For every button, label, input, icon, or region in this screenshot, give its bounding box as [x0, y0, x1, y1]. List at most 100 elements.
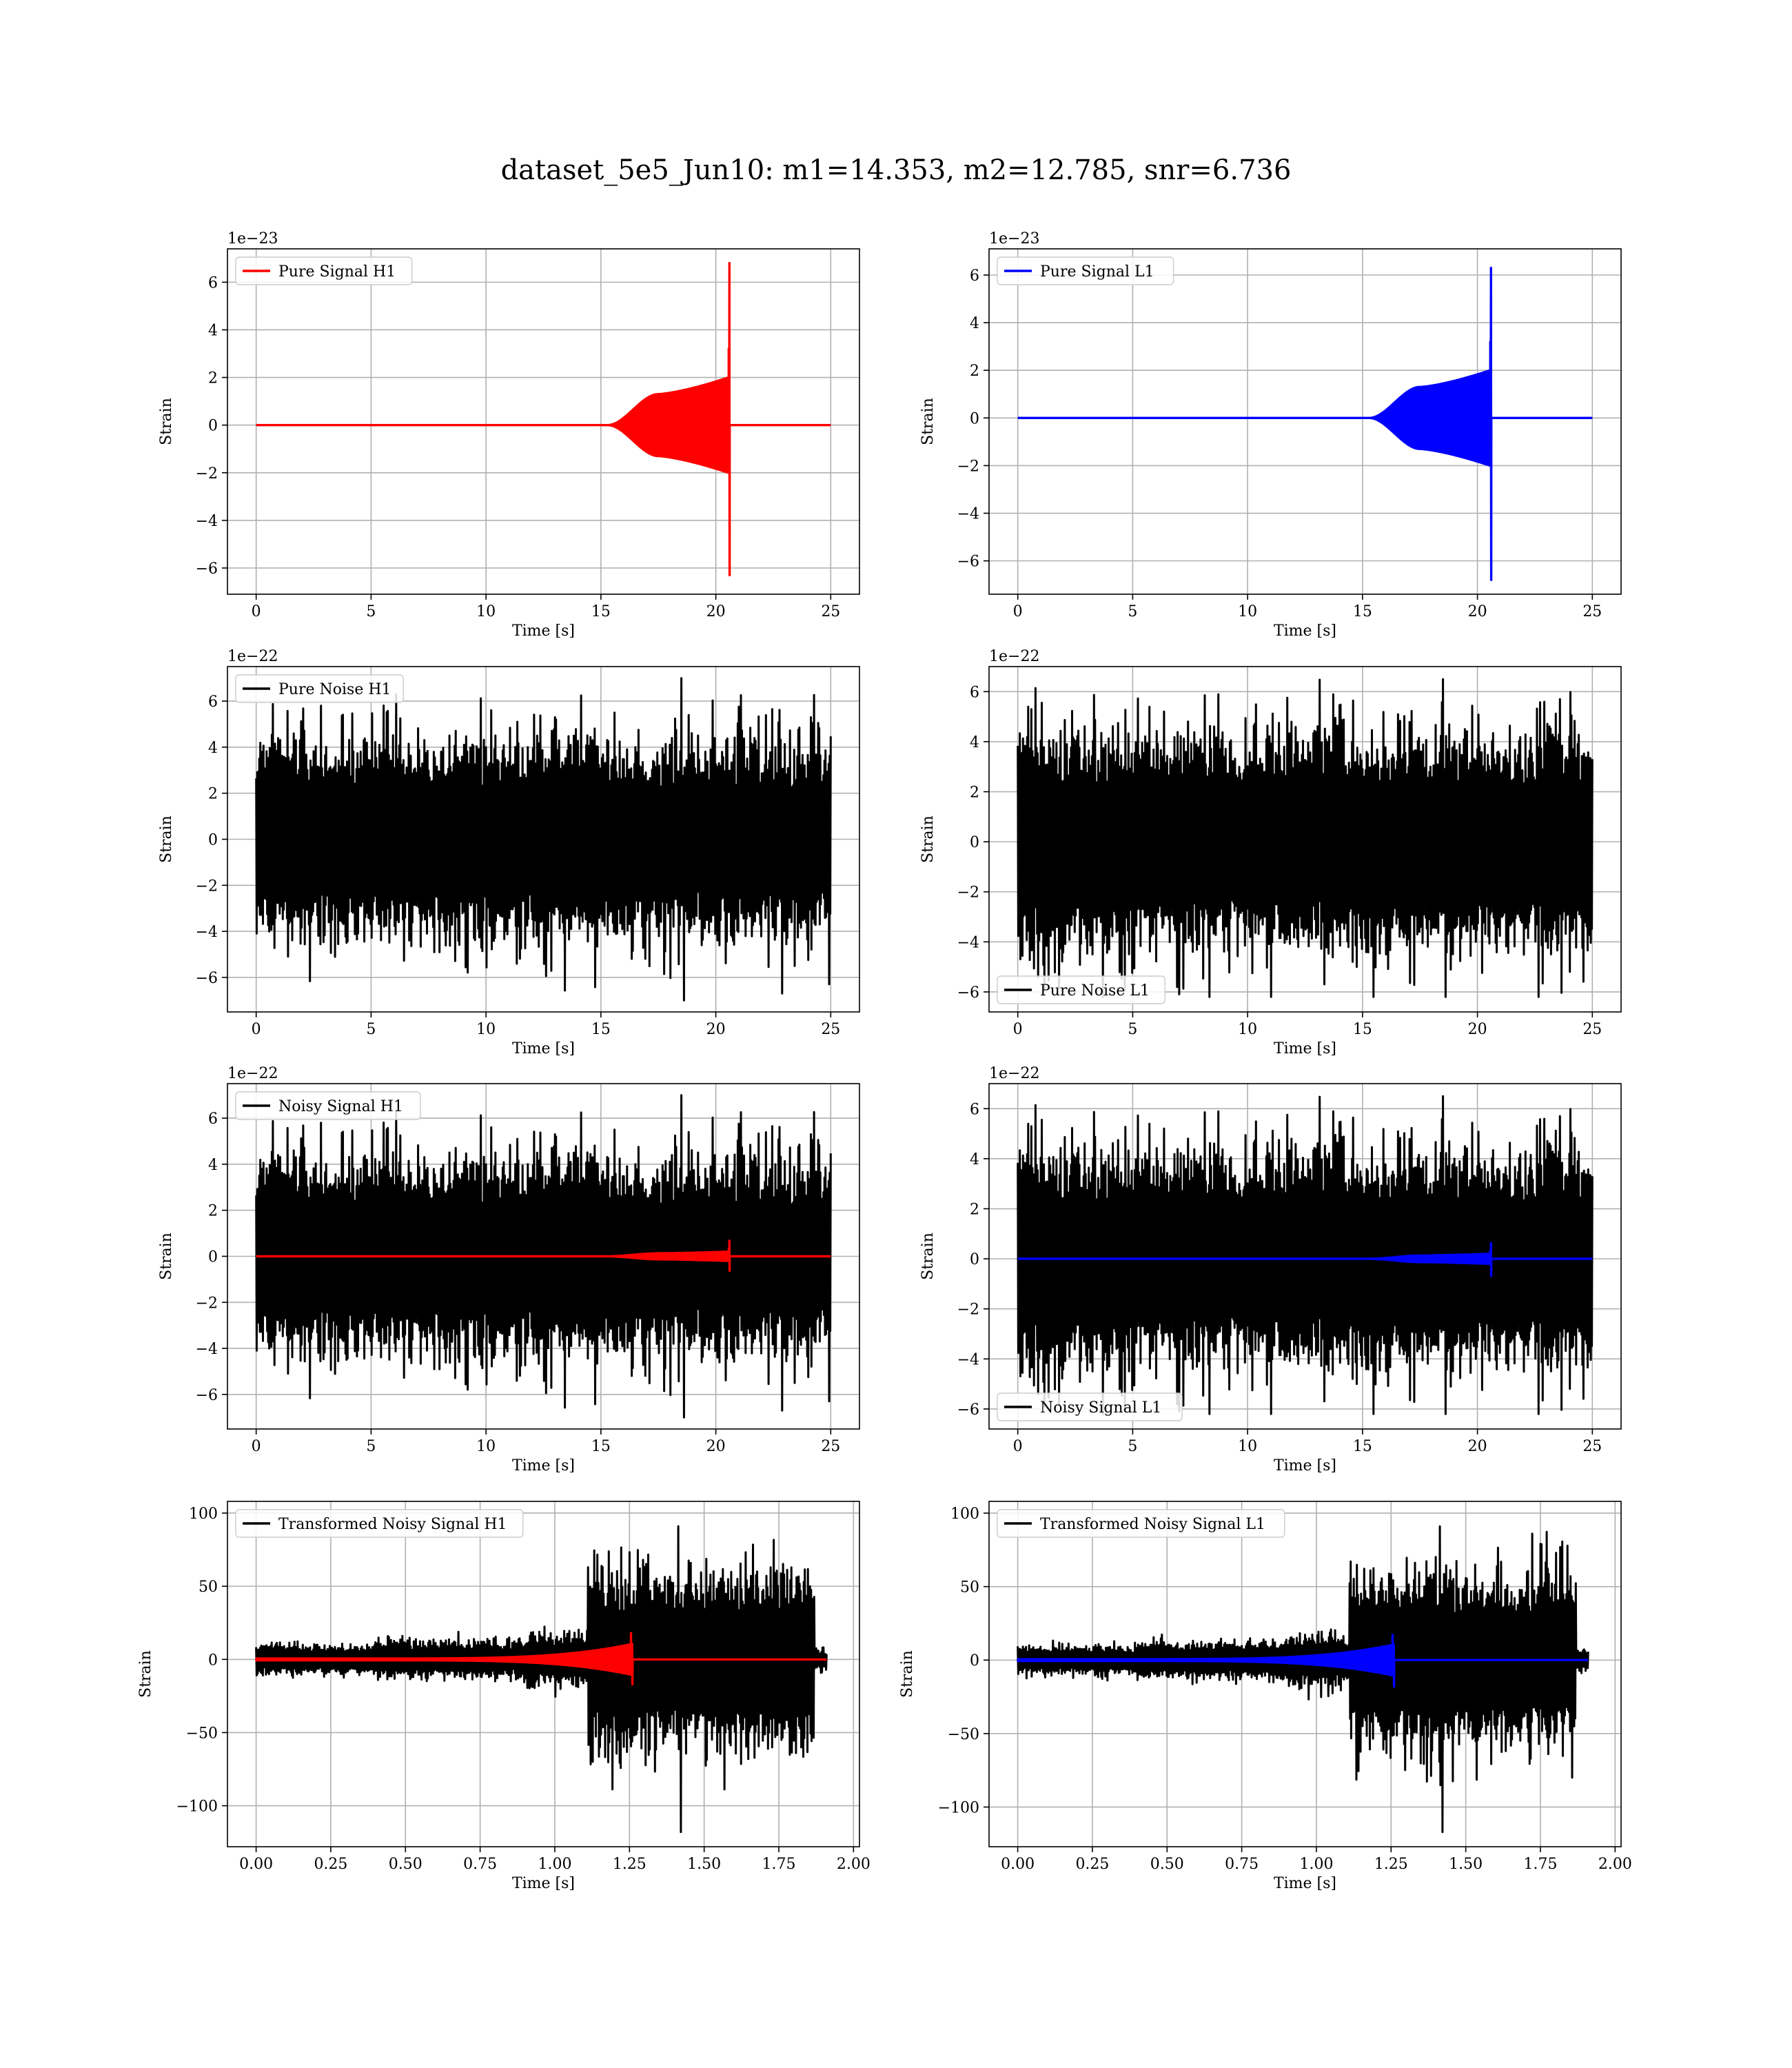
plot-area	[255, 1094, 832, 1419]
y-tick-label: 0	[208, 832, 218, 849]
legend-box	[997, 256, 1174, 285]
panel-pure-signal-l1: 0 5 10 15 20 25 −6 −4 −2 0 2 4 6 Time [s] Strain 1e−23P…	[919, 230, 1622, 640]
legend-label: Pure Signal H1	[278, 263, 396, 281]
panel-noisy-signal-h1: 0 5 10 15 20 25 −6 −4 −2 0 2 4 6 Time [s] Strain 1e−22N…	[158, 1065, 860, 1474]
y-tick-label: 0	[208, 1249, 218, 1266]
x-tick-label: 0.25	[314, 1856, 347, 1873]
y-tick-label: 0	[208, 418, 218, 435]
y-tick-label: 50	[960, 1579, 979, 1596]
series-line-noise	[1017, 1095, 1594, 1415]
y-axis-label: Strain	[919, 1233, 937, 1280]
legend-label: Pure Signal L1	[1040, 263, 1154, 281]
y-tick-label: 4	[970, 734, 979, 751]
panel-pure-signal-h1: 0 5 10 15 20 25 −6 −4 −2 0 2 4 6 Time [s] Strain 1e−23P…	[158, 230, 860, 640]
x-tick-label: 10	[1238, 603, 1257, 620]
axes-frame	[988, 1501, 1622, 1847]
y-axis-label: Strain	[919, 398, 937, 445]
y-tick-label: 100	[189, 1506, 218, 1523]
series-line-noise	[255, 1094, 832, 1419]
y-tick-label: 0	[970, 1251, 979, 1268]
y-axis-label: Strain	[158, 1233, 175, 1280]
y-tick-label: 2	[208, 370, 218, 387]
y-tick-label: 6	[970, 684, 979, 701]
plot-area	[1016, 1525, 1589, 1834]
x-tick-label: 15	[1353, 1438, 1372, 1455]
x-tick-label: 1.75	[1523, 1856, 1557, 1873]
figure-title: dataset_5e5_Jun10: m1=14.353, m2=12.785,…	[500, 154, 1292, 186]
x-tick-label: 5	[1128, 603, 1137, 620]
plot-area	[255, 262, 832, 577]
x-tick-label: 5	[366, 1021, 376, 1038]
x-tick-label: 20	[1468, 1438, 1487, 1455]
y-tick-label: −2	[957, 884, 979, 902]
y-tick-label: −6	[957, 554, 979, 571]
x-tick-label: 25	[821, 1021, 840, 1038]
x-axis-label: Time [s]	[512, 1040, 575, 1057]
y-tick-label: 0	[970, 834, 979, 851]
y-tick-label: −4	[957, 1351, 979, 1368]
x-tick-label: 15	[1353, 603, 1372, 620]
x-tick-label: 1.75	[762, 1856, 795, 1873]
y-tick-label: 2	[208, 1203, 218, 1220]
legend-box	[235, 674, 404, 703]
x-tick-label: 10	[476, 1021, 496, 1038]
x-tick-label: 0	[252, 1438, 261, 1455]
y-tick-label: 4	[970, 315, 979, 332]
y-axis-label: Strain	[137, 1650, 154, 1698]
y-tick-label: 6	[208, 1111, 218, 1128]
y-tick-label: 2	[208, 786, 218, 803]
offset-label: 1e−22	[227, 648, 278, 665]
legend-box	[997, 1509, 1285, 1538]
y-tick-label: 6	[208, 693, 218, 711]
y-tick-label: 2	[970, 784, 979, 802]
y-tick-label: −4	[957, 506, 979, 523]
y-tick-label: −6	[957, 1401, 979, 1419]
legend-label: Pure Noise H1	[278, 681, 391, 698]
series-line-signal	[1017, 1241, 1594, 1277]
x-tick-label: 5	[366, 603, 376, 620]
y-tick-label: 6	[970, 1101, 979, 1118]
panel-pure-noise-l1: 0 5 10 15 20 25 −6 −4 −2 0 2 4 6 Time [s] Strain 1e−22 P…	[919, 648, 1622, 1057]
plot-area	[254, 1525, 828, 1834]
legend: Noisy Signal L1	[997, 1392, 1183, 1421]
legend-box	[997, 1392, 1183, 1421]
offset-label: 1e−23	[227, 230, 278, 247]
x-tick-label: 25	[1582, 603, 1602, 620]
x-tick-label: 0.50	[1150, 1856, 1184, 1873]
offset-label: 1e−22	[989, 1065, 1039, 1082]
y-tick-label: −2	[196, 1295, 218, 1312]
y-tick-label: 50	[198, 1579, 218, 1596]
legend: Pure Noise L1	[997, 975, 1165, 1004]
legend-box	[235, 256, 413, 285]
x-tick-label: 1.25	[1374, 1856, 1408, 1873]
x-tick-label: 15	[1353, 1021, 1372, 1038]
axes-frame	[227, 1501, 860, 1847]
axes-frame	[988, 666, 1622, 1013]
legend: Transformed Noisy Signal H1	[235, 1509, 524, 1538]
panel-noisy-signal-l1: 0 5 10 15 20 25 −6 −4 −2 0 2 4 6 Time [s] Strain 1e−22 N…	[919, 1065, 1622, 1474]
x-tick-label: 5	[1128, 1438, 1137, 1455]
series-line-noise	[255, 1525, 828, 1834]
series-line-signal	[255, 262, 832, 577]
y-tick-label: 100	[950, 1506, 979, 1523]
y-tick-label: −2	[957, 1301, 979, 1319]
x-axis-label: Time [s]	[1274, 1457, 1336, 1474]
y-tick-label: −50	[948, 1726, 979, 1743]
x-tick-label: 10	[476, 603, 496, 620]
y-tick-label: −6	[957, 984, 979, 1002]
x-tick-label: 0.75	[1225, 1856, 1259, 1873]
legend-box	[235, 1091, 421, 1120]
x-tick-label: 10	[1238, 1438, 1257, 1455]
panel-pure-noise-h1: 0 5 10 15 20 25 −6 −4 −2 0 2 4 6 Time [s] Strain 1e−22P…	[158, 648, 860, 1057]
x-tick-label: 15	[591, 603, 611, 620]
x-tick-label: 20	[1468, 1021, 1487, 1038]
y-tick-label: 2	[970, 1202, 979, 1219]
y-tick-label: 0	[208, 1652, 218, 1669]
y-tick-label: −4	[196, 924, 218, 941]
plot-area	[1017, 266, 1594, 581]
y-axis-label: Strain	[158, 815, 175, 863]
plot-area	[1017, 1095, 1594, 1415]
x-tick-label: 0	[1013, 1021, 1023, 1038]
legend-label: Pure Noise L1	[1040, 982, 1150, 1000]
x-tick-label: 0	[1013, 1438, 1023, 1455]
